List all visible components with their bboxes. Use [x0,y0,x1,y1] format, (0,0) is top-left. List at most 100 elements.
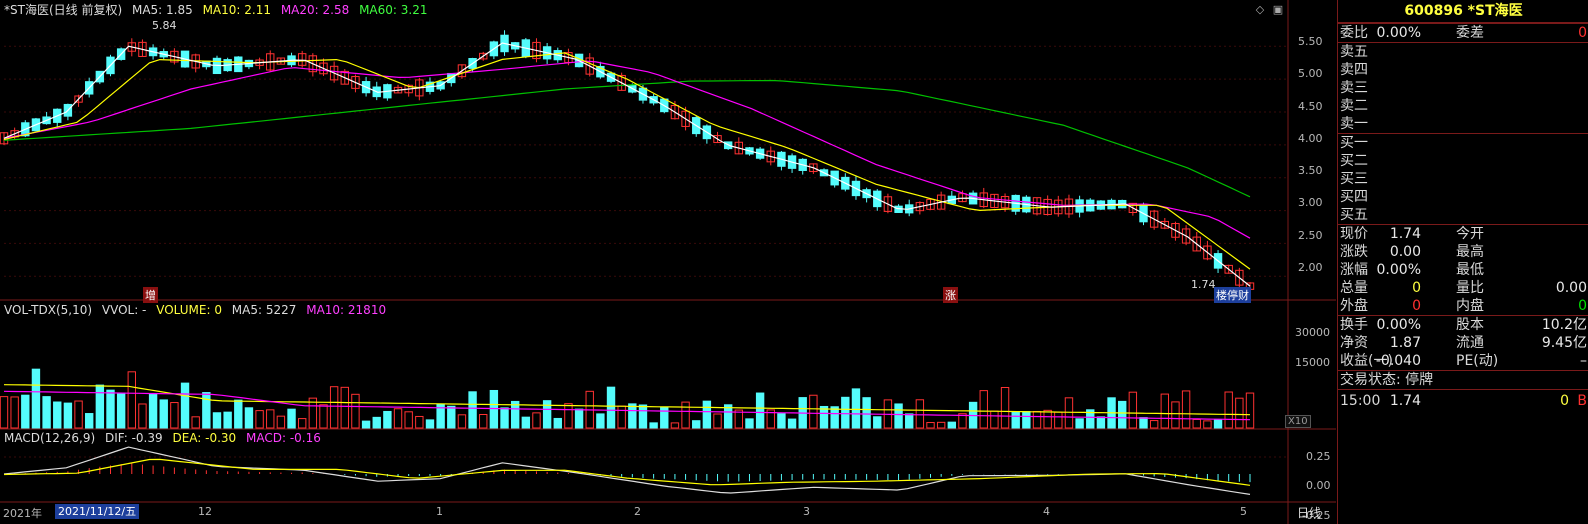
volume-indicator-name[interactable]: VOL-TDX(5,10) [4,303,93,317]
volume-tick: 15000 [1295,356,1330,369]
volume-bar [617,405,626,429]
net-asset-label: 净资 [1340,335,1368,351]
month-label: 5 [1240,505,1247,518]
float-value: 9.45亿 [1541,335,1587,351]
buy-level-label: 买四 [1340,189,1368,205]
volume-bar [297,418,307,429]
volume-bar [649,422,658,429]
buy-level-row[interactable]: 买二 [1338,152,1588,170]
volume-bar [745,418,754,429]
volume-bar [915,399,925,429]
share-cap-value: 10.2亿 [1541,317,1587,333]
buy-level-label: 买三 [1340,171,1368,187]
volume-bar [10,396,19,429]
diamond-icon[interactable]: ◇ [1255,3,1265,16]
volume-bar [681,401,690,429]
macd-readout: MACD: -0.16 [246,431,321,445]
candle-body [1181,228,1191,244]
volume-bar [670,422,680,429]
volume-bar [777,413,786,429]
volume-bar [223,411,232,429]
ma10-readout: MA10: 2.11 [202,3,271,17]
weibi-label: 委比 [1340,25,1368,41]
sell-level-row[interactable]: 卖四 [1338,61,1588,79]
volume-bar [138,403,147,429]
sell-level-row[interactable]: 卖五 [1338,43,1588,61]
candle-body [1192,236,1201,252]
volume-bar [553,417,562,429]
stock-title[interactable]: *ST海医(日线 前复权) [4,3,123,17]
last-price-label: 1.74 [1191,278,1216,291]
volume-bar [0,396,9,429]
volume-bar [244,407,254,429]
chart-canvas[interactable] [0,0,1336,524]
macd-indicator-name[interactable]: MACD(12,26,9) [4,431,96,445]
buy-level-row[interactable]: 买五 [1338,206,1588,224]
volume-bar [234,399,243,429]
volume-bar [287,408,296,429]
price-pane-header: *ST海医(日线 前复权) MA5: 1.85 MA10: 2.11 MA20:… [4,2,434,18]
volume-bar [510,400,520,429]
volume-bar [1213,418,1223,429]
volume-bar [329,386,339,429]
price-tick: 5.00 [1298,67,1323,80]
sell-level-row[interactable]: 卖三 [1338,79,1588,97]
share-cap-label: 股本 [1456,317,1484,333]
weicha-label: 委差 [1456,25,1484,41]
candle-body [1224,264,1233,274]
volume-bar [958,413,967,429]
tick-price: 1.74 [1389,393,1421,409]
volume-bar [425,419,435,429]
volume-bar [180,382,190,429]
candle-body [1171,223,1180,238]
volume-bar [127,371,136,429]
volume-bar [1096,416,1106,429]
buy-level-row[interactable]: 买一 [1338,134,1588,152]
trade-status: 交易状态: 停牌 [1340,372,1434,388]
volume-bar [170,402,179,429]
macd-tick: 0.25 [1306,450,1331,463]
volume-bar [542,400,552,429]
volume-bar [202,392,211,429]
sell-level-label: 卖三 [1340,80,1368,96]
volume-bar [372,416,381,429]
volume-bar [873,416,882,429]
volume-bar [85,413,94,429]
kline-chart-area[interactable]: *ST海医(日线 前复权) MA5: 1.85 MA10: 2.11 MA20:… [0,0,1336,524]
high-price-label: 5.84 [152,19,177,32]
volume-bar [148,393,158,429]
period-tab-daily[interactable]: 日线 [1297,506,1322,520]
dea-readout: DEA: -0.30 [172,431,237,445]
candle-body [340,70,349,85]
quote-panel: 600896 *ST海医 委比 0.00% 委差 0 卖五 卖四 卖三 卖二 卖一 买一… [1337,0,1588,524]
price-tick: 2.50 [1298,229,1323,242]
volume-bar [361,420,371,429]
event-badge-finance[interactable]: 楼停财 [1214,287,1251,303]
volume-bar [63,402,73,429]
volume-bar [1181,390,1191,429]
change-value: 0.00 [1389,244,1421,260]
event-badge-zeng[interactable]: 增 [143,287,158,303]
price-value: 1.74 [1389,226,1421,242]
volume-bar [990,410,999,429]
settings-icon[interactable]: ▣ [1272,3,1284,16]
quote-title[interactable]: 600896 *ST海医 [1338,0,1588,23]
open-label: 今开 [1456,226,1484,242]
price-tick: 5.50 [1298,35,1323,48]
sell-level-row[interactable]: 卖二 [1338,97,1588,115]
tick-volume: 0 [1560,393,1569,409]
low-label: 最低 [1456,262,1484,278]
volume-bar [1043,409,1052,429]
sell-level-row[interactable]: 卖一 [1338,115,1588,133]
vol-ma10-readout: MA10: 21810 [306,303,387,317]
buy-order-book: 买一 买二 买三买四 买五 [1338,133,1588,224]
buy-level-row[interactable]: 买四 [1338,188,1588,206]
buy-level-label: 买一 [1340,135,1368,151]
volume-bar [1118,400,1127,429]
buy-level-row[interactable]: 买三 [1338,170,1588,188]
candle-body [670,105,680,120]
event-badge-zhang[interactable]: 涨 [943,287,958,303]
macd-tick: 0.00 [1306,479,1331,492]
ma60-readout: MA60: 3.21 [359,3,428,17]
total-vol-label: 总量 [1340,280,1368,296]
